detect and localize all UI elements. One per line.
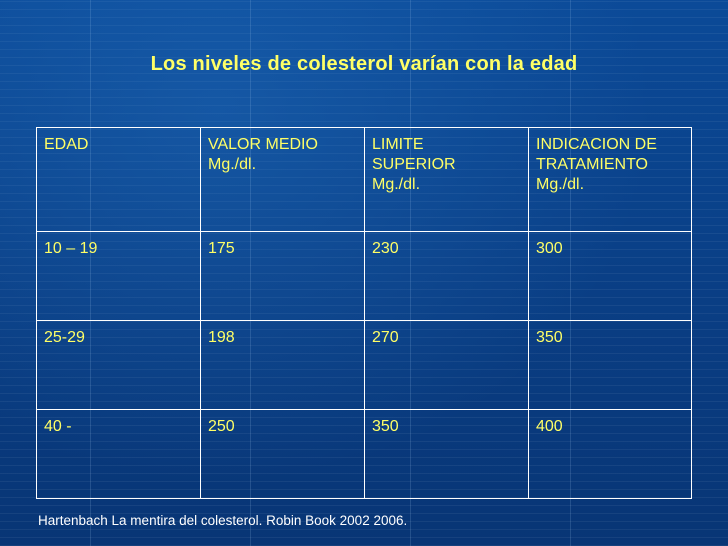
table-row: 10 – 19 175 230 300 — [36, 231, 692, 321]
slide-title: Los niveles de colesterol varían con la … — [150, 53, 578, 75]
header-cell-indicacion-tratamiento: INDICACION DE TRATAMIENTO Mg./dl. — [528, 127, 692, 232]
table-row: 25-29 198 270 350 — [36, 320, 692, 410]
table-cell-valor-medio: 198 — [200, 320, 365, 410]
header-cell-text: VALOR MEDIO — [208, 136, 318, 153]
header-cell-unit: Mg./dl. — [372, 176, 421, 193]
table-row: 40 - 250 350 400 — [36, 409, 692, 499]
table-cell-limite-superior: 230 — [364, 231, 529, 321]
header-cell-edad: EDAD — [36, 127, 201, 232]
cholesterol-table: EDAD VALOR MEDIO Mg./dl. LIMITE SUPERIOR… — [36, 127, 692, 499]
header-cell-text: SUPERIOR — [372, 156, 456, 173]
header-cell-text: TRATAMIENTO — [536, 156, 648, 173]
table-cell-valor-medio: 250 — [200, 409, 365, 499]
table-cell-edad: 40 - — [36, 409, 201, 499]
source-citation: Hartenbach La mentira del colesterol. Ro… — [38, 513, 408, 528]
table-cell-limite-superior: 270 — [364, 320, 529, 410]
table-cell-indicacion: 400 — [528, 409, 692, 499]
header-cell-limite-superior: LIMITE SUPERIOR Mg./dl. — [364, 127, 529, 232]
table-cell-valor-medio: 175 — [200, 231, 365, 321]
header-cell-text: LIMITE — [372, 136, 424, 153]
header-cell-text: EDAD — [44, 136, 89, 153]
table-cell-edad: 10 – 19 — [36, 231, 201, 321]
table-cell-indicacion: 350 — [528, 320, 692, 410]
table-header-row: EDAD VALOR MEDIO Mg./dl. LIMITE SUPERIOR… — [36, 127, 692, 232]
header-cell-text: INDICACION DE — [536, 136, 657, 153]
table-cell-limite-superior: 350 — [364, 409, 529, 499]
table-cell-indicacion: 300 — [528, 231, 692, 321]
header-cell-valor-medio: VALOR MEDIO Mg./dl. — [200, 127, 365, 232]
header-cell-unit: Mg./dl. — [208, 156, 257, 173]
table-cell-edad: 25-29 — [36, 320, 201, 410]
header-cell-unit: Mg./dl. — [536, 176, 585, 193]
